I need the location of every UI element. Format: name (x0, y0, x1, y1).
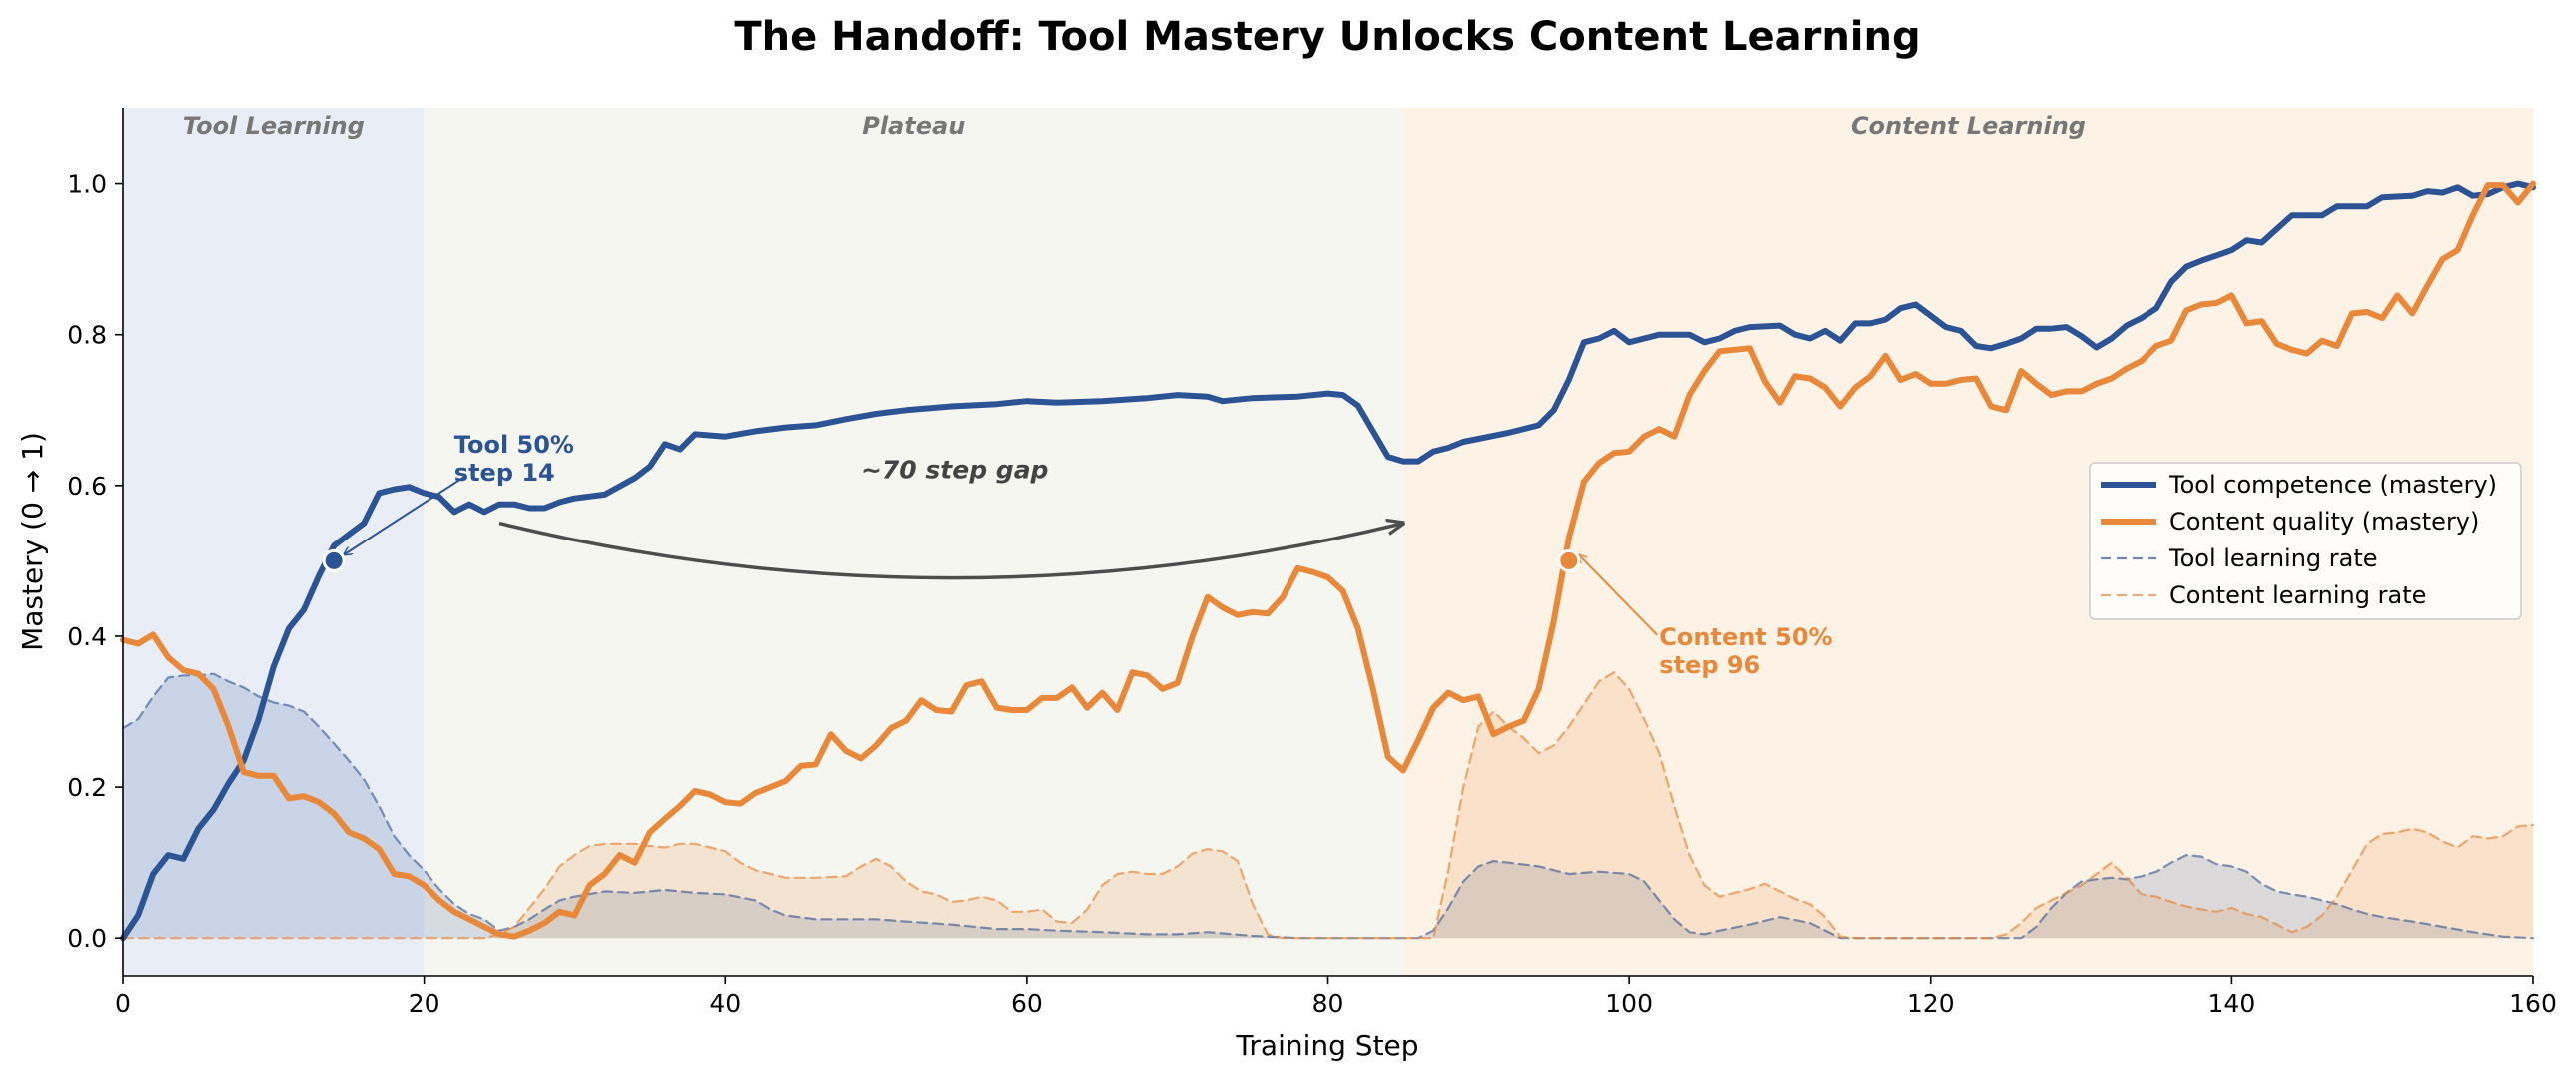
learning-rate-fills (123, 672, 2533, 939)
annotations: Tool 50%step 14 Content 50%step 96 ~70 ste… (322, 431, 1833, 679)
y-tick-label: 1.0 (67, 170, 107, 199)
tool-annotation-step: step 14 (454, 459, 555, 487)
legend-entry: Tool competence (mastery) (2168, 471, 2497, 499)
x-tick-label: 160 (2509, 989, 2557, 1018)
tool-annotation-label: Tool 50% (454, 431, 574, 459)
x-tick-label: 0 (115, 989, 131, 1018)
y-tick-label: 0.4 (67, 622, 107, 651)
y-axis-label: Mastery (0 → 1) (16, 432, 49, 651)
y-tick-label: 0.8 (67, 321, 107, 350)
content-rate-fill (123, 672, 2533, 939)
gap-label: ~70 step gap (861, 456, 1048, 485)
tool-competence-line (120, 180, 2536, 942)
x-tick-label: 100 (1605, 989, 1653, 1018)
legend-entry: Content quality (mastery) (2169, 508, 2479, 536)
x-tick-label: 20 (409, 989, 440, 1018)
phase-backgrounds: Tool Learning Plateau Content Learning (123, 108, 2533, 976)
y-tick-label: 0.2 (67, 773, 107, 802)
axes: 0 20 40 60 80 100 120 140 160 0.0 0.2 0.4 0.6 0.8 1.0 (67, 108, 2557, 1018)
gap-arrow (498, 524, 1403, 580)
legend: Tool competence (mastery) Content quality… (2089, 462, 2522, 620)
y-tick-label: 0.0 (67, 924, 107, 953)
legend-box (2089, 462, 2522, 620)
content-annotation-step: step 96 (1659, 651, 1760, 679)
legend-entry: Content learning rate (2169, 581, 2426, 609)
x-tick-label: 120 (1907, 989, 1955, 1018)
tool-annotation-arrow (344, 476, 465, 554)
tool-rate-fill (123, 673, 2533, 939)
series-lines (120, 180, 2536, 942)
content-annotation-label: Content 50% (1659, 623, 1832, 651)
phase-label: Content Learning (1851, 112, 2086, 140)
tool-midpoint-marker (322, 548, 346, 572)
content-quality-line (120, 180, 2536, 940)
y-tick-label: 0.6 (67, 472, 107, 501)
x-tick-label: 60 (1011, 989, 1043, 1018)
phase-label: Plateau (862, 112, 965, 140)
chart-title: The Handoff: Tool Mastery Unlocks Conten… (734, 14, 1920, 60)
phase-band (123, 108, 425, 976)
x-axis-label: Training Step (1235, 1029, 1418, 1062)
phase-band (424, 108, 1403, 976)
x-tick-label: 40 (709, 989, 741, 1018)
phase-label: Tool Learning (183, 112, 365, 140)
x-tick-label: 80 (1312, 989, 1344, 1018)
content-rate-line (121, 671, 2535, 940)
x-tick-label: 140 (2208, 989, 2256, 1018)
tool-rate-line (121, 672, 2535, 940)
legend-entry: Tool learning rate (2168, 544, 2378, 572)
content-midpoint-marker (1557, 548, 1581, 572)
content-annotation-arrow (1579, 554, 1659, 636)
